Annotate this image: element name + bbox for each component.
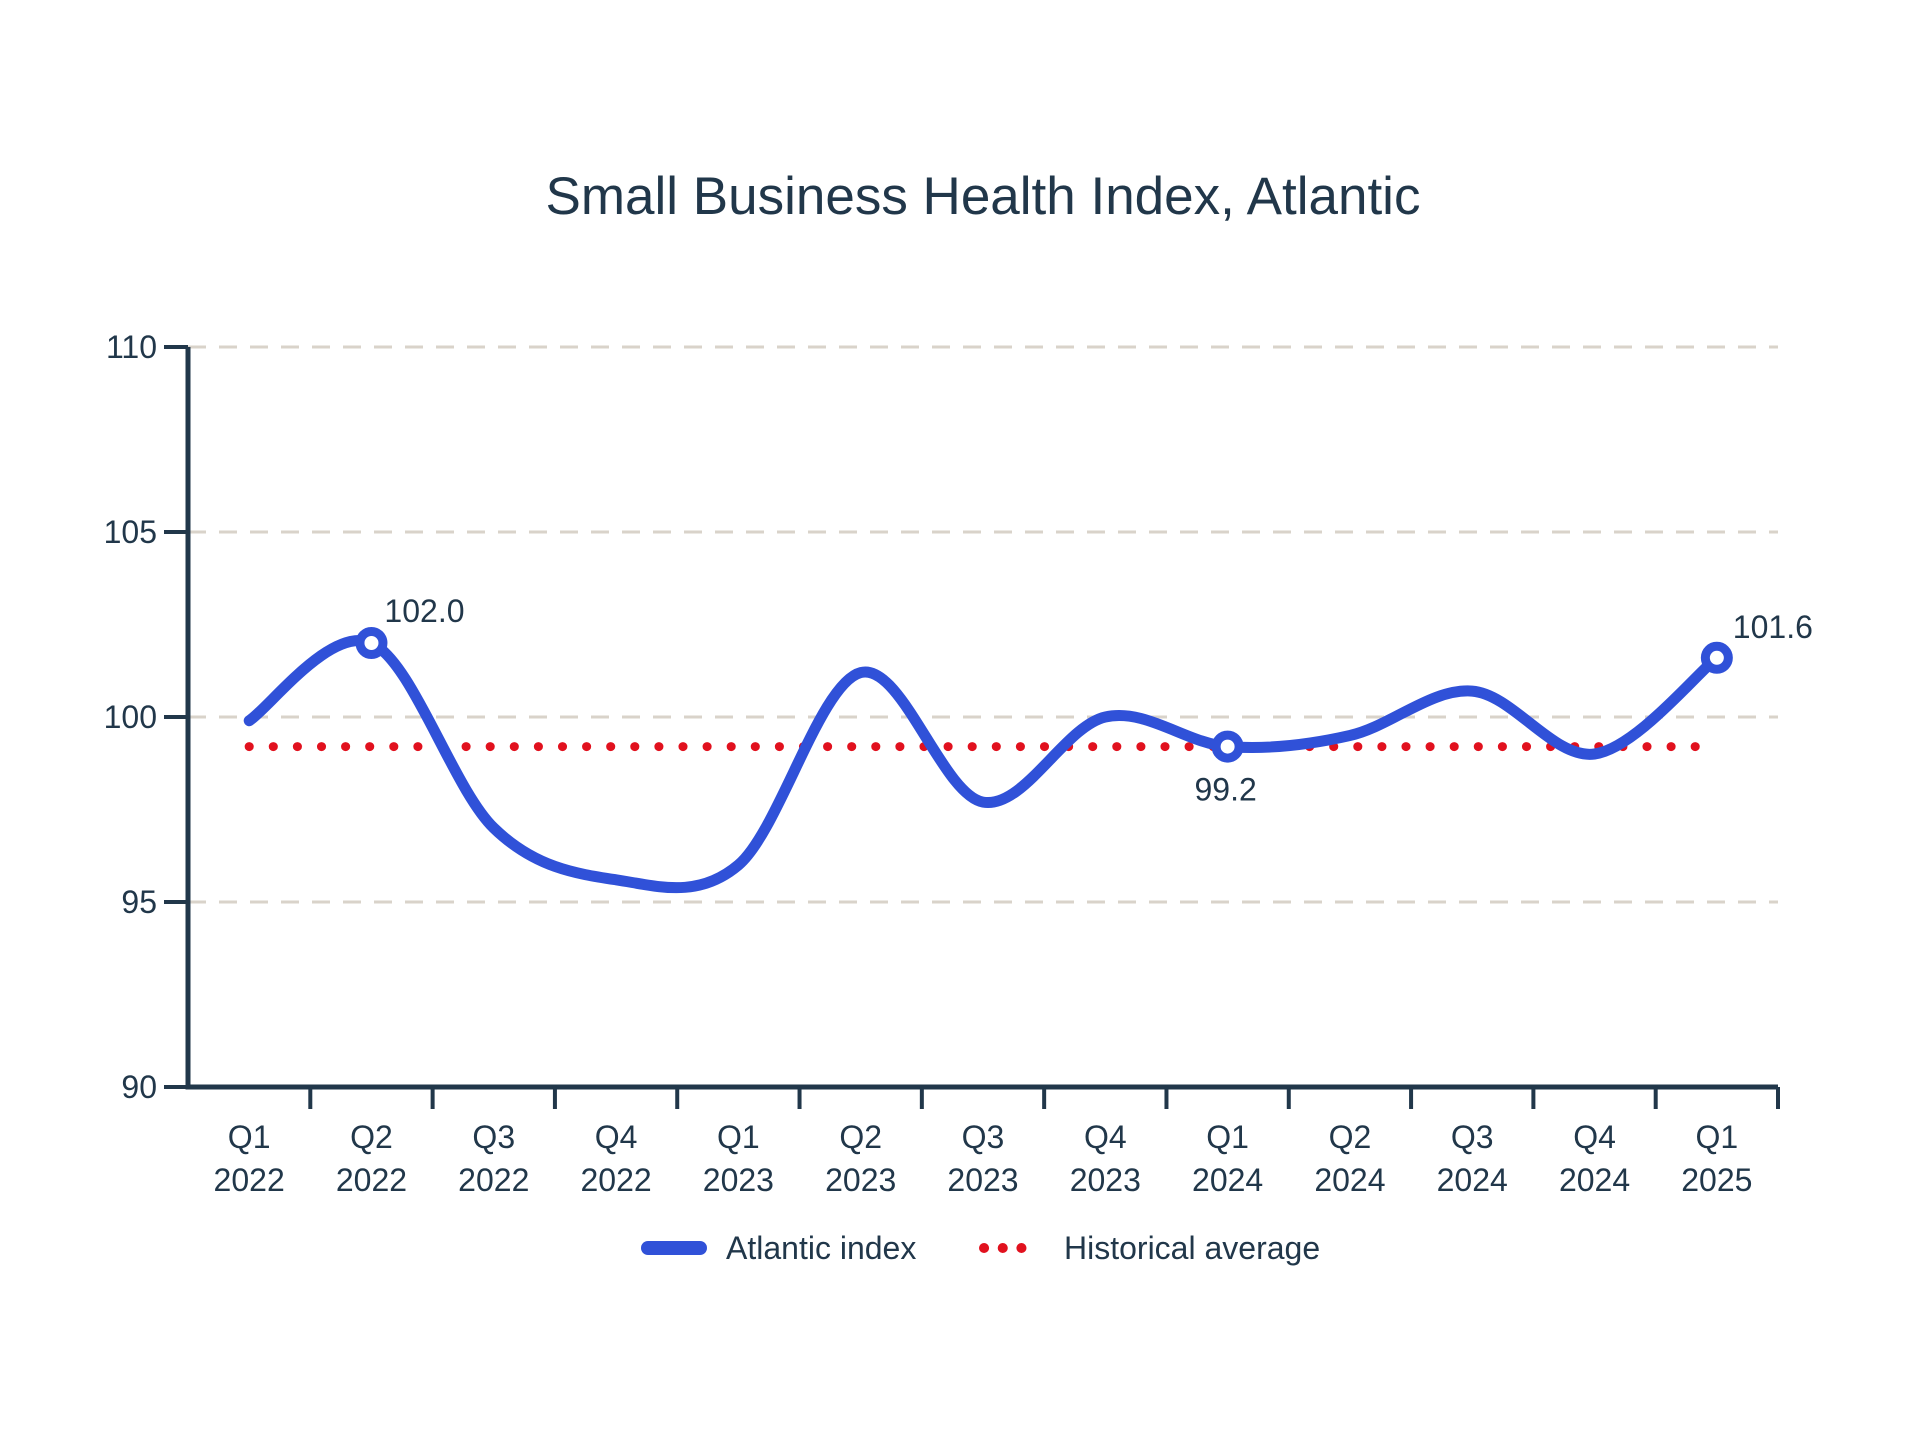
x-tick-label: Q4 2023 bbox=[1070, 1119, 1141, 1198]
x-tick-label: Q3 2023 bbox=[947, 1119, 1018, 1198]
data-point-marker bbox=[1211, 730, 1244, 763]
legend-label-historical-average: Historical average bbox=[1064, 1230, 1320, 1266]
data-point-marker bbox=[355, 627, 388, 659]
x-axis-labels: Q1 2022 Q2 2022 Q3 2022 Q4 2022 Q1 2023 Q2 2023 Q3 20… bbox=[214, 1119, 1753, 1198]
x-tick-label: Q2 2023 bbox=[825, 1119, 896, 1198]
data-point-markers bbox=[355, 627, 1733, 763]
data-point-marker bbox=[1700, 641, 1733, 674]
x-tick-label: Q3 2024 bbox=[1437, 1119, 1508, 1198]
x-tick-label: Q4 2022 bbox=[580, 1119, 651, 1198]
y-tick-label: 110 bbox=[106, 329, 157, 365]
y-tick-label: 105 bbox=[104, 514, 157, 550]
atlantic-index-line bbox=[243, 635, 1723, 894]
x-tick-label: Q1 2022 bbox=[214, 1119, 285, 1198]
data-point-labels: 102.0 99.2 101.6 bbox=[384, 593, 1812, 808]
x-tick-label: Q1 2023 bbox=[703, 1119, 774, 1198]
x-tick-label: Q1 2024 bbox=[1192, 1119, 1263, 1198]
data-point-label: 101.6 bbox=[1733, 609, 1813, 645]
x-tick-label: Q2 2022 bbox=[336, 1119, 407, 1198]
data-point-label: 99.2 bbox=[1194, 772, 1256, 808]
chart-title: Small Business Health Index, Atlantic bbox=[546, 167, 1421, 226]
x-tick-label: Q1 2025 bbox=[1681, 1119, 1752, 1198]
y-axis-labels: 90 95 100 105 110 bbox=[104, 329, 157, 1105]
y-tick-label: 100 bbox=[104, 699, 157, 735]
data-point-label: 102.0 bbox=[384, 593, 464, 629]
y-tick-label: 90 bbox=[121, 1069, 157, 1105]
legend-label-atlantic-index: Atlantic index bbox=[726, 1230, 916, 1266]
atlantic-index-path bbox=[243, 635, 1723, 894]
x-tick-label: Q3 2022 bbox=[458, 1119, 529, 1198]
y-tick-label: 95 bbox=[121, 884, 157, 920]
axes bbox=[164, 345, 1780, 1109]
legend: Atlantic index Historical average bbox=[641, 1230, 1320, 1266]
x-tick-label: Q4 2024 bbox=[1559, 1119, 1630, 1198]
x-tick-label: Q2 2024 bbox=[1314, 1119, 1385, 1198]
